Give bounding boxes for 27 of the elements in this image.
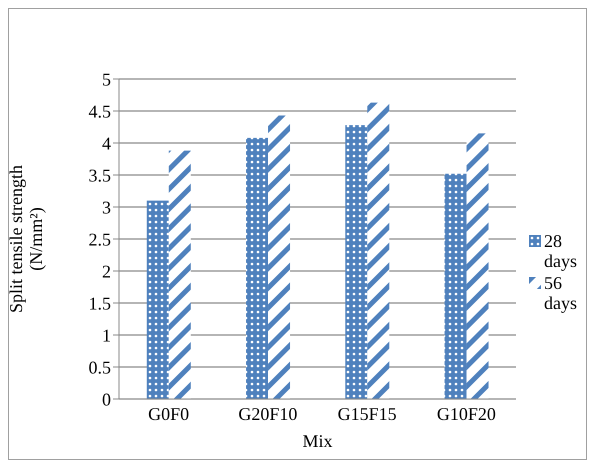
legend-label: 56 days <box>544 273 578 313</box>
y-tick-label: 0 <box>102 389 111 410</box>
legend-label: 28 days <box>544 231 578 271</box>
bar <box>246 138 268 399</box>
y-tick-label: 1 <box>102 325 111 346</box>
x-tick-label: G20F10 <box>238 404 298 424</box>
bar <box>146 200 169 399</box>
bar <box>268 115 290 399</box>
x-axis-title: Mix <box>302 431 333 451</box>
bar <box>345 125 368 399</box>
y-tick-label: 1.5 <box>88 293 111 314</box>
y-tick-label: 4.5 <box>88 101 111 122</box>
x-tick-label: G10F20 <box>436 404 496 424</box>
y-tick-label: 0.5 <box>88 357 111 378</box>
y-tick-label: 2.5 <box>88 229 111 250</box>
bar <box>466 133 489 399</box>
x-tick-label: G0F0 <box>148 404 190 424</box>
bar <box>367 102 390 399</box>
x-tick-label: G15F15 <box>338 404 397 424</box>
bar <box>444 174 467 399</box>
y-tick-label: 3 <box>102 197 111 218</box>
y-axis-title: Split tensile strength (N/mm²) <box>6 164 46 315</box>
y-tick-label: 2 <box>102 261 111 282</box>
y-tick-label: 5 <box>102 69 111 90</box>
bar <box>168 150 191 399</box>
y-tick-label: 3.5 <box>88 165 111 186</box>
y-tick-label: 4 <box>102 133 111 154</box>
